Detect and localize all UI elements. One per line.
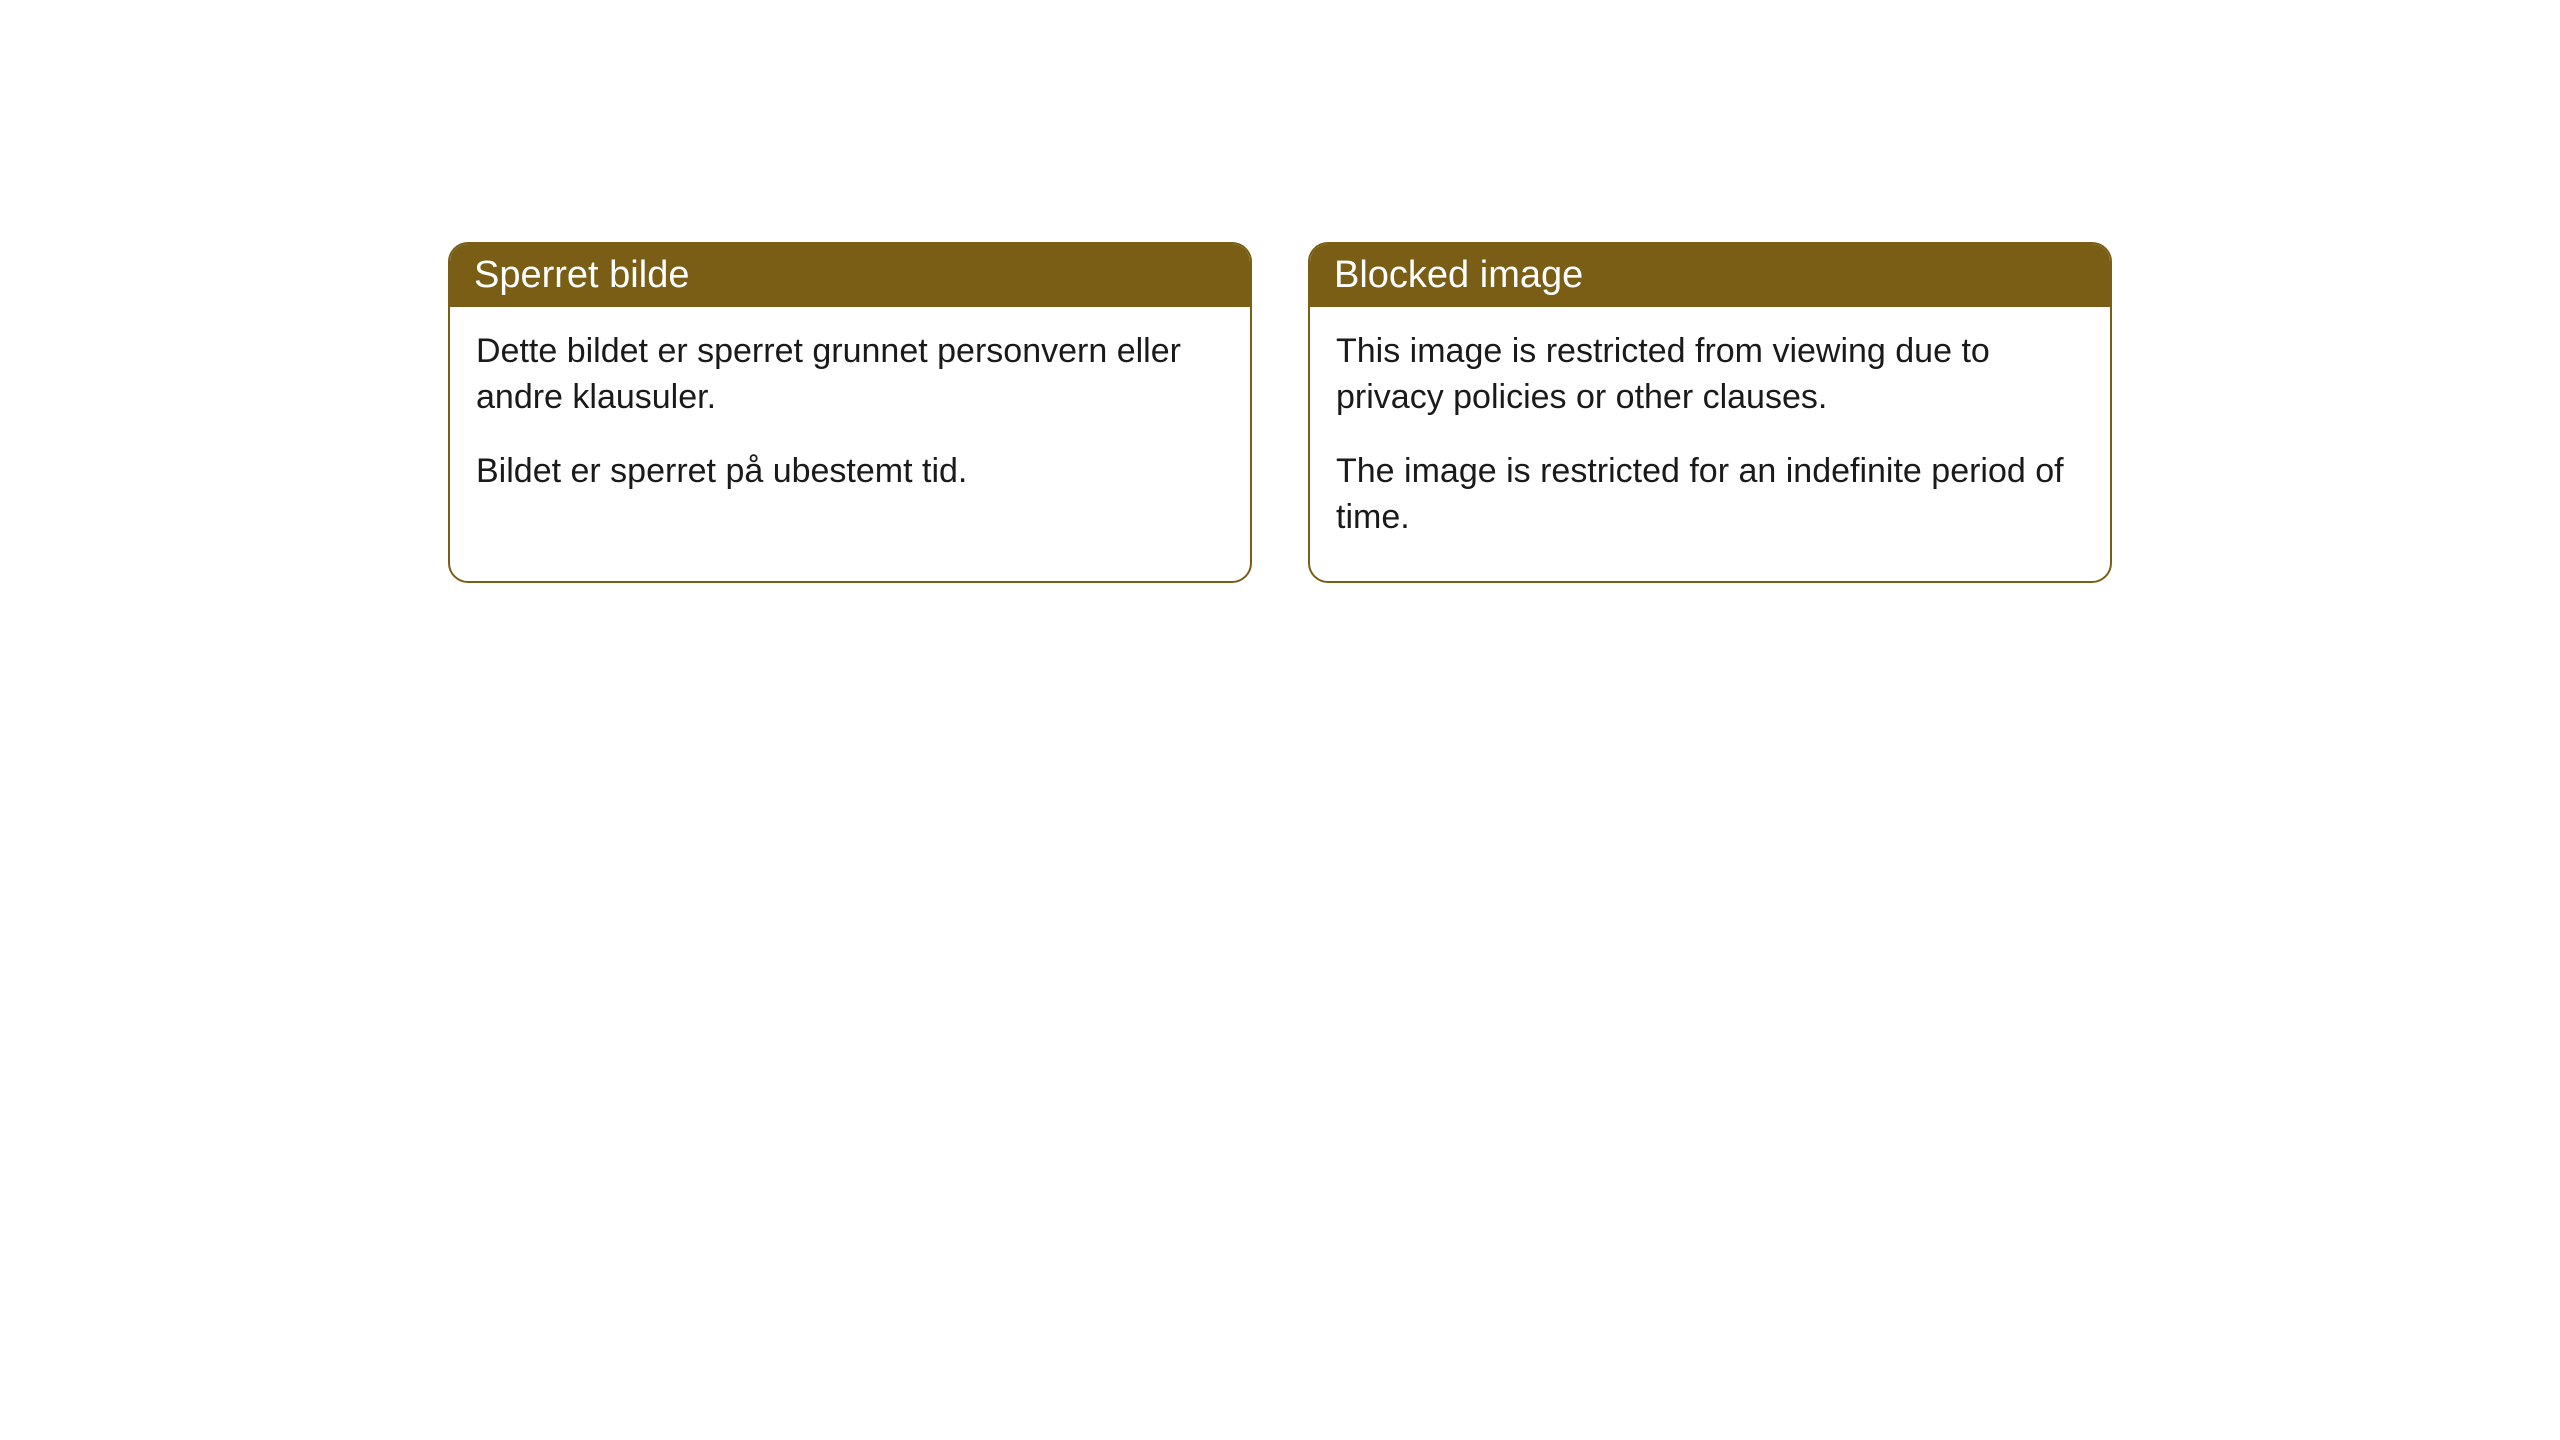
card-header-english: Blocked image [1310, 244, 2110, 307]
notice-text-1: Dette bildet er sperret grunnet personve… [476, 329, 1224, 421]
notice-card-norwegian: Sperret bilde Dette bildet er sperret gr… [448, 242, 1252, 583]
card-body-english: This image is restricted from viewing du… [1310, 307, 2110, 581]
notice-card-english: Blocked image This image is restricted f… [1308, 242, 2112, 583]
notice-text-2: The image is restricted for an indefinit… [1336, 449, 2084, 541]
card-body-norwegian: Dette bildet er sperret grunnet personve… [450, 307, 1250, 535]
notice-cards-container: Sperret bilde Dette bildet er sperret gr… [448, 242, 2112, 583]
notice-text-2: Bildet er sperret på ubestemt tid. [476, 449, 1224, 495]
notice-text-1: This image is restricted from viewing du… [1336, 329, 2084, 421]
card-header-norwegian: Sperret bilde [450, 244, 1250, 307]
